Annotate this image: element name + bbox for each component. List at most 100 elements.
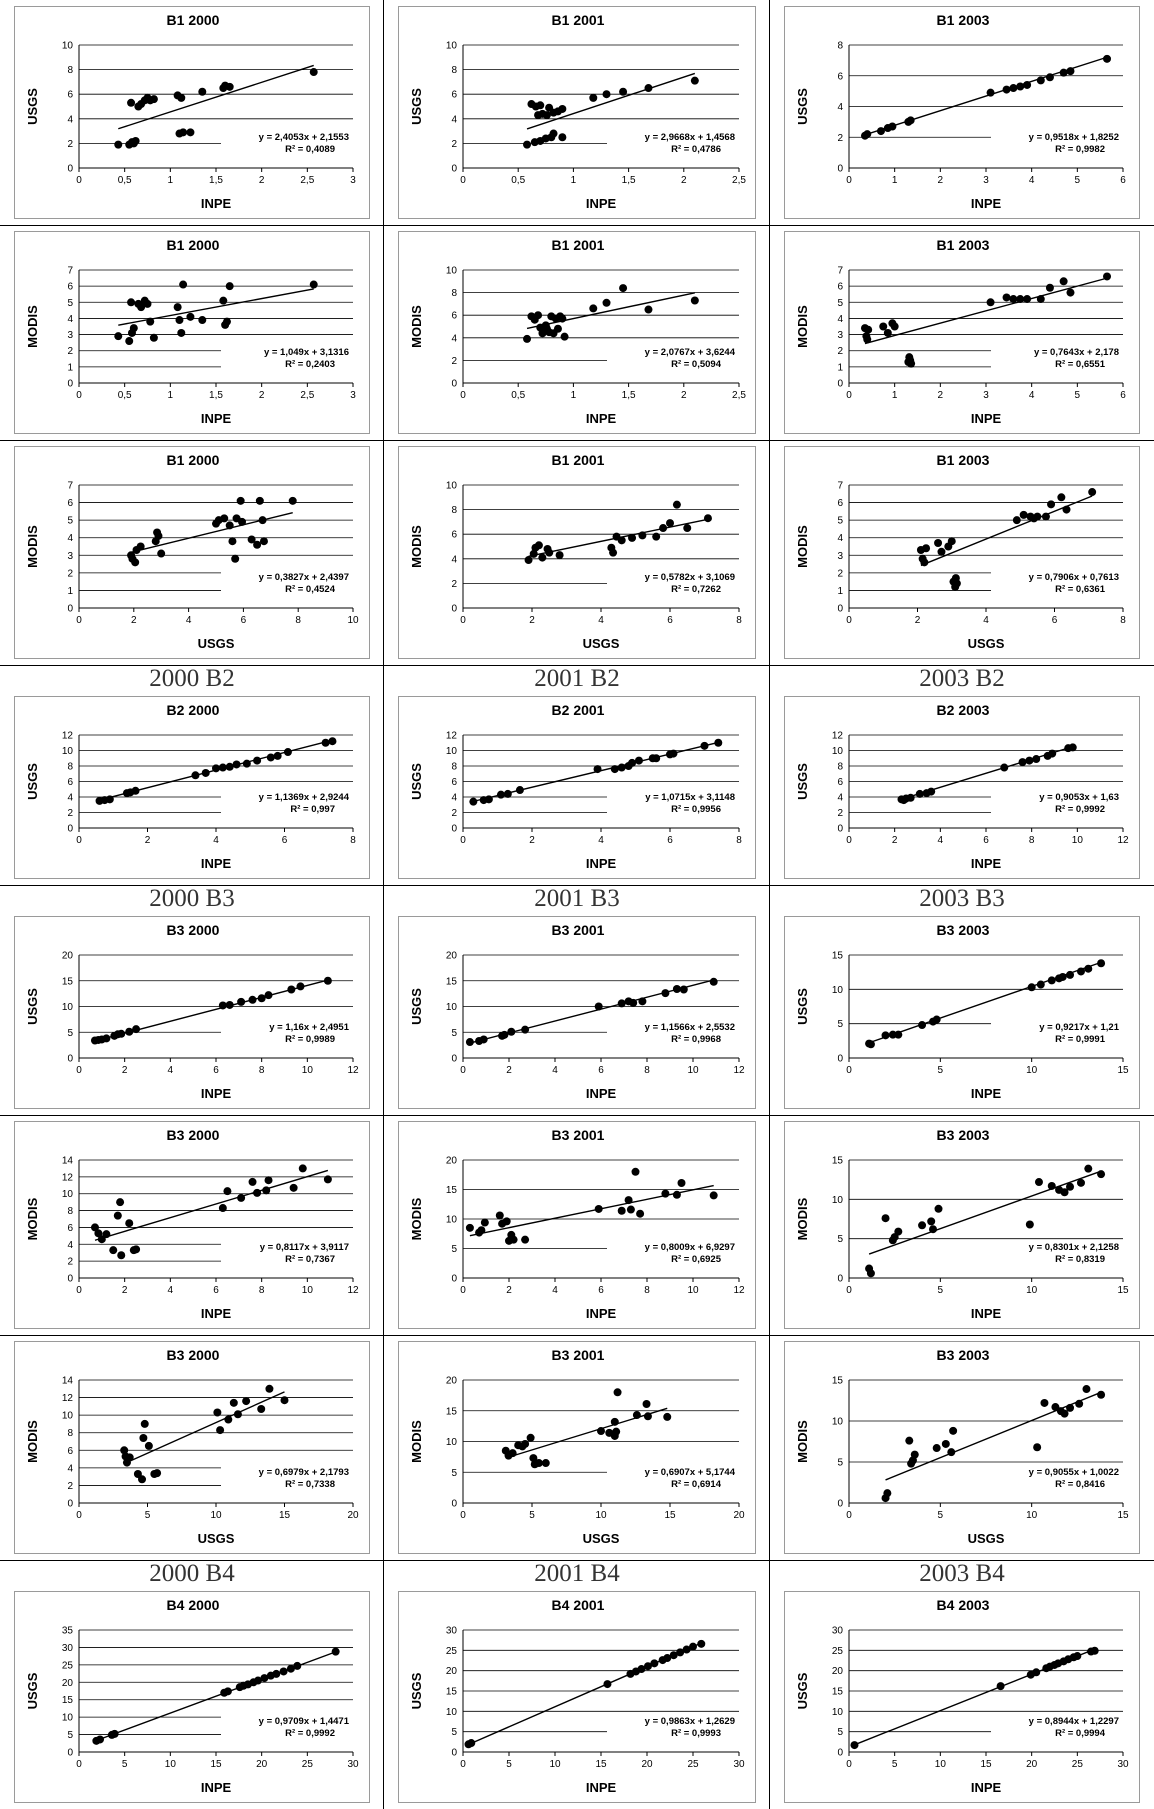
data-point [947, 537, 956, 546]
data-point [534, 541, 543, 550]
data-point [619, 284, 628, 293]
data-point [549, 129, 558, 138]
data-point [143, 299, 152, 308]
y-tick-label: 5 [837, 1019, 843, 1030]
data-point [114, 140, 123, 149]
y-tick-label: 15 [446, 1687, 458, 1698]
x-tick-label: 0,5 [118, 175, 132, 186]
r-squared-label: R² = 0,9956 [671, 804, 721, 815]
y-tick-label: 2 [451, 356, 457, 367]
y-tick-label: 0 [67, 379, 73, 390]
chart-svg: B3 2001 0 5 10 15 20 0 2 4 6 8 10 12 INPE MODIS y = 0,8… [409, 1127, 745, 1321]
x-tick-label: 8 [259, 1285, 265, 1296]
data-point [225, 282, 234, 291]
x-tick-label: 2 [259, 390, 265, 401]
y-axis-label: USGS [25, 1672, 40, 1709]
data-point [929, 1225, 938, 1234]
y-tick-label: 10 [62, 1713, 74, 1724]
data-point [236, 496, 245, 505]
data-point [538, 553, 547, 562]
trend-equation: y = 0,9709x + 1,4471 [259, 1716, 350, 1727]
data-point [1033, 512, 1042, 521]
y-tick-label: 0 [67, 1274, 73, 1285]
data-point [242, 759, 251, 768]
data-point [634, 756, 643, 765]
data-point [529, 1454, 538, 1463]
data-point [1040, 1398, 1049, 1407]
data-point [298, 1164, 307, 1173]
data-point [1032, 755, 1041, 764]
y-tick-label: 4 [67, 114, 73, 125]
y-tick-label: 3 [67, 330, 73, 341]
equation-background [607, 1240, 739, 1266]
x-tick-label: 2 [122, 1285, 128, 1296]
x-tick-label: 3 [983, 390, 989, 401]
data-point [542, 111, 551, 120]
data-point [1066, 1403, 1075, 1412]
data-point [932, 1444, 941, 1453]
y-axis-label: USGS [409, 988, 424, 1025]
y-axis-label: USGS [795, 763, 810, 800]
data-point [642, 1399, 651, 1408]
scatter-chart: B3 2001 0 5 10 15 20 0 2 4 6 8 10 12 INPE MODIS y = 0,8… [398, 1121, 756, 1329]
y-tick-label: 25 [832, 1646, 844, 1657]
data-point [140, 1419, 149, 1428]
r-squared-label: R² = 0,4524 [285, 584, 336, 595]
x-tick-label: 20 [347, 1510, 359, 1521]
data-point [672, 984, 681, 993]
x-tick-label: 1 [168, 390, 174, 401]
y-tick-label: 3 [837, 330, 843, 341]
x-tick-label: 0 [76, 390, 82, 401]
trend-equation: y = 0,8117x + 3,9117 [260, 1242, 349, 1253]
data-point [509, 1235, 518, 1244]
chart-svg: B2 2003 0 2 4 6 8 10 12 0 2 4 6 8 10 12 INPE USGS y = 0,9… [795, 702, 1129, 871]
data-point [131, 136, 140, 145]
equation-background [991, 345, 1123, 371]
data-point [918, 1021, 927, 1030]
data-point [102, 1230, 111, 1239]
y-axis-label: MODIS [795, 525, 810, 568]
y-tick-label: 15 [832, 1687, 844, 1698]
data-point [709, 1191, 718, 1200]
x-tick-label: 15 [1117, 1065, 1129, 1076]
x-tick-label: 8 [1120, 615, 1126, 626]
x-tick-label: 0 [76, 1510, 82, 1521]
x-tick-label: 15 [664, 1510, 676, 1521]
y-tick-label: 15 [62, 976, 74, 987]
data-point [1066, 970, 1075, 979]
y-tick-label: 15 [446, 1185, 458, 1196]
chart-title: B3 2000 [167, 1127, 220, 1143]
data-point [1047, 500, 1056, 509]
data-point [934, 1204, 943, 1213]
data-point [247, 535, 256, 544]
data-point [465, 1223, 474, 1232]
data-point [1025, 756, 1034, 765]
chart-title: B1 2001 [552, 12, 605, 28]
y-tick-label: 6 [837, 282, 843, 293]
x-tick-label: 20 [256, 1759, 268, 1770]
y-tick-label: 14 [62, 1376, 74, 1387]
y-tick-label: 0 [451, 604, 457, 615]
y-tick-label: 0 [837, 1748, 843, 1759]
data-point [553, 324, 562, 333]
data-point [610, 1417, 619, 1426]
data-point [484, 795, 493, 804]
data-point [602, 90, 611, 99]
y-tick-label: 15 [832, 951, 844, 962]
y-tick-label: 4 [451, 114, 457, 125]
y-tick-label: 35 [62, 1626, 74, 1637]
y-tick-label: 20 [62, 951, 74, 962]
x-tick-label: 12 [347, 1285, 359, 1296]
data-point [543, 544, 552, 553]
data-point [216, 1426, 225, 1435]
r-squared-label: R² = 0,5094 [671, 359, 722, 370]
equation-background [221, 790, 353, 816]
y-tick-label: 10 [446, 1437, 458, 1448]
data-point [863, 130, 872, 139]
trend-equation: y = 1,0715x + 3,1148 [645, 792, 735, 803]
data-point [941, 1439, 950, 1448]
data-point [521, 1025, 530, 1034]
data-point [682, 1645, 691, 1654]
data-point [1012, 516, 1021, 525]
data-point [179, 280, 188, 289]
